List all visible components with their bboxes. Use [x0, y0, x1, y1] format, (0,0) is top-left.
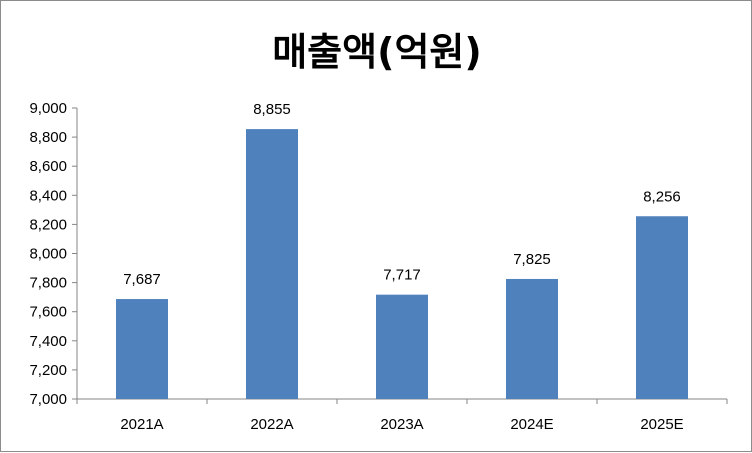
bar-2025E [636, 216, 688, 399]
y-tick-label: 8,800 [29, 129, 67, 146]
y-tick-label: 8,400 [29, 187, 67, 204]
y-tick-label: 7,400 [29, 333, 67, 350]
bars [116, 129, 688, 399]
y-tick-label: 7,000 [29, 391, 67, 408]
y-tick-label: 7,200 [29, 362, 67, 379]
data-label: 7,687 [123, 271, 161, 288]
bar-2021A [116, 299, 168, 399]
y-axis: 7,000 7,200 7,400 7,600 7,800 8,000 8,200 8,400… [29, 100, 78, 408]
bar-2024E [506, 278, 558, 399]
data-label: 8,256 [643, 188, 681, 205]
x-tick-label: 2023A [380, 416, 423, 433]
y-tick-label: 8,600 [29, 158, 67, 175]
x-tick-label: 2021A [120, 416, 163, 433]
bar-2022A [246, 129, 298, 399]
data-label: 8,855 [253, 101, 291, 118]
bar-2023A [376, 294, 428, 399]
data-labels: 7,687 8,855 7,717 7,825 8,256 [123, 101, 681, 288]
x-tick-label: 2022A [250, 416, 293, 433]
x-tick-label: 2025E [640, 416, 683, 433]
data-label: 7,825 [513, 251, 551, 268]
y-tick-label: 8,000 [29, 246, 67, 263]
x-tick-label: 2024E [510, 416, 553, 433]
y-tick-label: 9,000 [29, 100, 67, 117]
chart-title: 매출액(억원) [272, 30, 482, 74]
y-tick-label: 8,200 [29, 216, 67, 233]
x-axis: 2021A 2022A 2023A 2024E 2025E [76, 398, 728, 433]
data-label: 7,717 [383, 267, 421, 284]
y-tick-label: 7,800 [29, 275, 67, 292]
y-tick-label: 7,600 [29, 304, 67, 321]
